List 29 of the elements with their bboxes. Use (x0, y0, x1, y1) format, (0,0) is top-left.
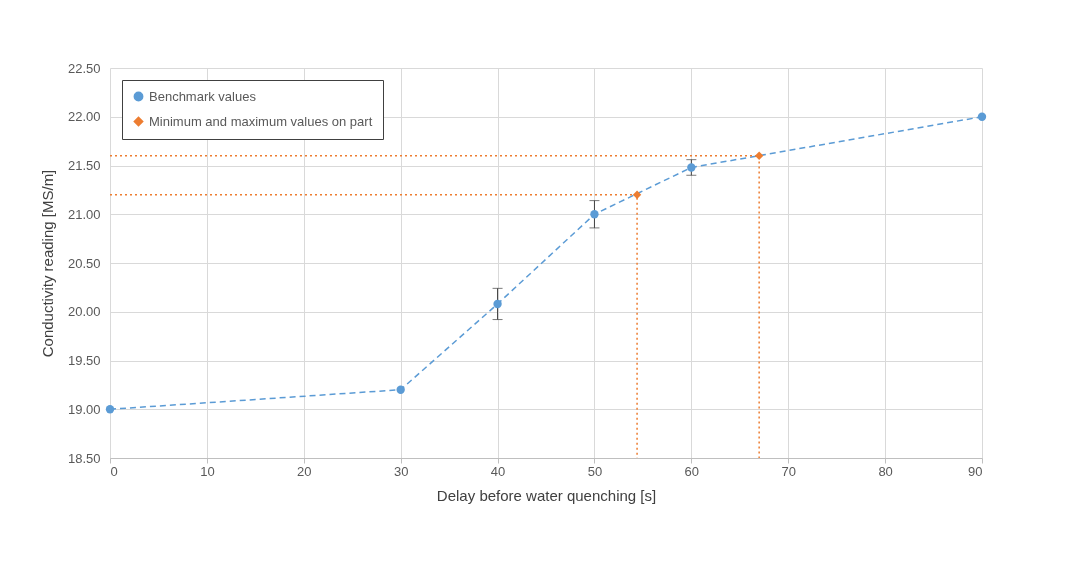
x-axis-title: Delay before water quenching [s] (436, 486, 657, 504)
y-tick-label: 20.50 (67, 255, 101, 271)
x-tick-label: 90 (968, 463, 983, 479)
point (977, 112, 987, 121)
legend-label: Benchmark values (149, 88, 257, 104)
x-tick-label: 30 (393, 463, 409, 479)
x-tick-label: 50 (587, 463, 603, 479)
y-axis-title: Conductivity reading [MS/m] (38, 169, 56, 358)
y-tick-label: 21.50 (67, 158, 101, 173)
y-tick-label: 19.50 (67, 353, 101, 368)
y-tick-label: 21.00 (67, 206, 101, 222)
y-tick-label: 19.00 (67, 401, 101, 417)
y-tick-label: 18.50 (67, 450, 101, 466)
x-tick-label: 70 (781, 463, 796, 479)
y-tick-label: 22.50 (67, 60, 101, 76)
x-tick-label: 80 (878, 463, 893, 479)
x-tick-label: 20 (297, 463, 312, 479)
point (687, 163, 696, 172)
x-tick-label: 0 (110, 463, 118, 479)
legend-label: Minimum and maximum values on part (149, 113, 373, 129)
point (396, 385, 405, 394)
y-tick-label: 22.00 (67, 109, 101, 125)
y-tick-label: 20.00 (67, 304, 101, 320)
point (590, 210, 599, 219)
point (493, 299, 502, 309)
point (105, 405, 115, 414)
x-tick-label: 60 (684, 463, 700, 479)
x-tick-label: 40 (490, 463, 506, 479)
x-tick-label: 10 (200, 463, 215, 479)
